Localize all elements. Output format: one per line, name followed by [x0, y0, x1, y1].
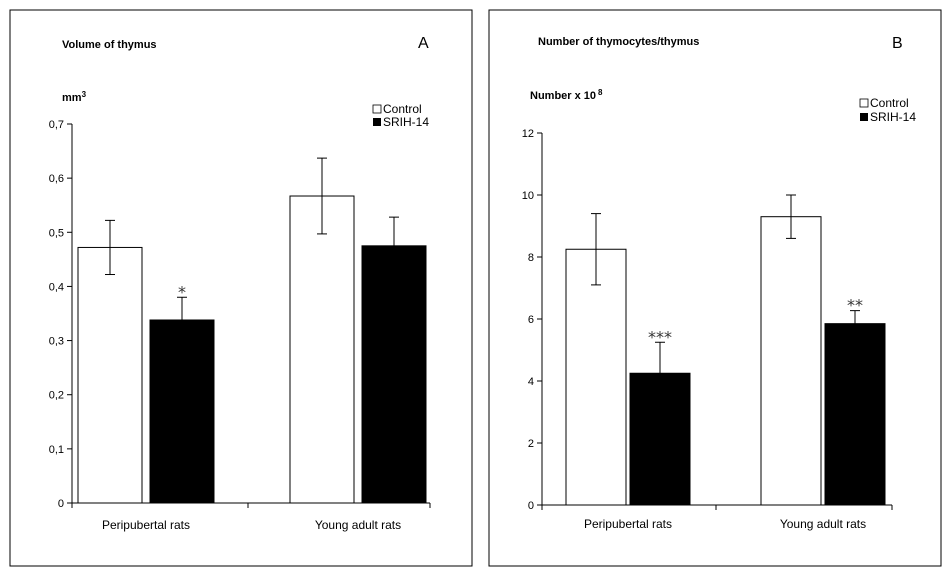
bar	[565, 248, 627, 506]
y-tick-label: 8	[528, 252, 534, 264]
axes: 0 2 4 6 8 10 12 Peripubertal rats Young adult ra…	[522, 128, 893, 531]
y-tick-label: 0,5	[49, 227, 64, 239]
legend-swatch-srih	[860, 113, 868, 121]
y-unit-base: Number x 10	[530, 90, 596, 102]
bar	[77, 246, 143, 504]
legend: Control SRIH-14	[372, 102, 429, 129]
y-axis-unit: mm3	[62, 90, 87, 104]
legend-label-srih: SRIH-14	[383, 115, 429, 129]
legend-label-srih: SRIH-14	[870, 110, 916, 124]
y-tick-label: 0,3	[49, 336, 64, 348]
y-tick-label: 0	[58, 498, 64, 510]
chart-title: Number of thymocytes/thymus	[538, 36, 699, 48]
significance-marker: **	[847, 296, 863, 315]
legend-swatch-control	[372, 104, 382, 114]
y-tick-label: 10	[522, 190, 534, 202]
x-tick-label: Young adult rats	[315, 518, 401, 532]
y-axis-unit: Number x 10 8	[530, 88, 603, 102]
legend-swatch-srih	[373, 118, 381, 126]
bar	[760, 216, 822, 506]
x-tick-label: Peripubertal rats	[102, 518, 190, 532]
y-tick-label: 12	[522, 128, 534, 140]
panel-a: Volume of thymus A mm3 Control SRIH-14 0…	[9, 9, 473, 567]
y-tick-label: 0,6	[49, 173, 64, 185]
legend-swatch-control	[859, 98, 869, 108]
bars: *	[77, 157, 427, 504]
bar	[824, 323, 886, 506]
bar	[289, 195, 355, 504]
significance-marker: *	[178, 282, 186, 301]
x-tick-label: Young adult rats	[780, 517, 866, 531]
x-tick-label: Peripubertal rats	[584, 517, 672, 531]
significance-marker: ***	[648, 327, 672, 346]
y-tick-label: 4	[528, 376, 534, 388]
y-tick-label: 0,2	[49, 390, 64, 402]
y-tick-label: 6	[528, 314, 534, 326]
y-unit-base: mm	[62, 92, 82, 104]
legend: Control SRIH-14	[859, 96, 916, 124]
panel-letter: B	[892, 35, 903, 52]
panel-letter: A	[418, 35, 429, 52]
y-tick-label: 0	[528, 500, 534, 512]
y-tick-label: 0,7	[49, 119, 64, 131]
chart-title: Volume of thymus	[62, 39, 157, 51]
bar	[149, 319, 215, 504]
y-tick-label: 0,1	[49, 444, 64, 456]
y-tick-label: 0,4	[49, 281, 64, 293]
bar	[361, 245, 427, 504]
legend-label-control: Control	[383, 102, 422, 116]
bars: *****	[565, 194, 886, 506]
legend-label-control: Control	[870, 96, 909, 110]
panel-b: Number of thymocytes/thymus B Number x 1…	[488, 9, 942, 567]
y-tick-label: 2	[528, 438, 534, 450]
y-unit-superscript: 3	[82, 90, 87, 99]
y-unit-superscript: 8	[598, 88, 603, 97]
